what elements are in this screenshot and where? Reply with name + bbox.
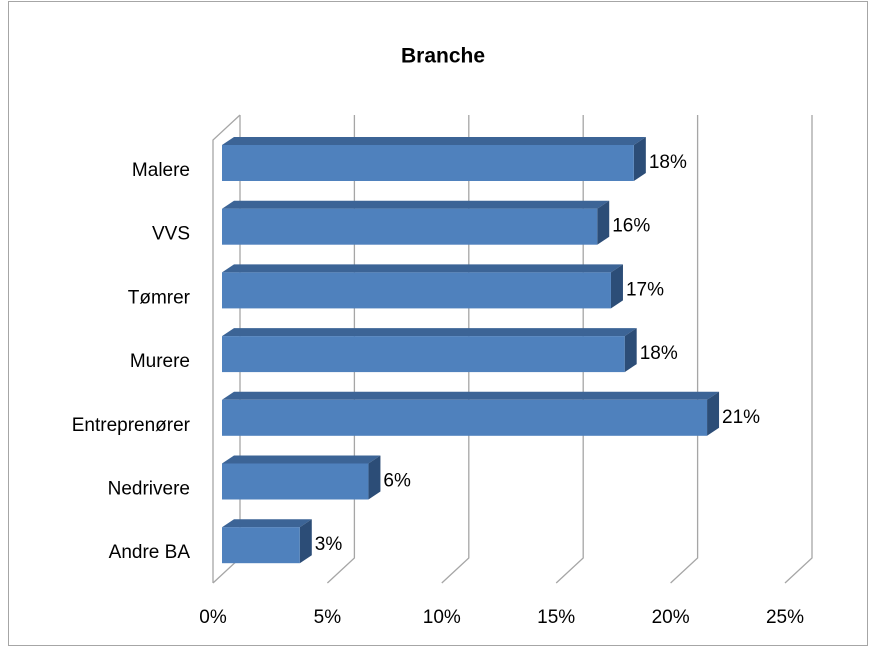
grid-line: [555, 115, 584, 584]
x-tick-label: 5%: [314, 607, 342, 628]
bar-top: [222, 328, 637, 337]
y-tick-label: Tømrer: [128, 287, 191, 308]
bar: [222, 336, 625, 373]
grid-line: [784, 115, 813, 584]
bar-top: [222, 264, 623, 273]
bar-top: [222, 455, 381, 464]
x-tick-label: 15%: [537, 607, 575, 628]
bar-top: [222, 391, 720, 400]
bar: [222, 463, 369, 500]
bar-side: [368, 455, 381, 500]
y-tick-label: Malere: [132, 160, 190, 181]
data-label: 17%: [626, 279, 664, 300]
bar: [222, 208, 598, 245]
data-label: 16%: [612, 216, 650, 237]
chart-title: Branche: [401, 45, 485, 68]
y-tick-label: Nedrivere: [108, 479, 190, 500]
y-tick-label: Entreprenører: [72, 415, 191, 436]
bar-side: [299, 519, 312, 564]
y-tick-label: VVS: [152, 224, 190, 245]
grid-line: [326, 115, 356, 584]
bar: [222, 527, 300, 564]
wall-edge: [212, 114, 241, 583]
data-label: 18%: [649, 152, 687, 173]
chart-frame: [8, 1, 868, 646]
bar-top: [222, 200, 610, 209]
bar-side: [633, 137, 646, 181]
bar-side: [624, 328, 637, 373]
bar-top: [222, 519, 312, 528]
bar: [222, 272, 611, 309]
x-tick-label: 0%: [199, 607, 227, 628]
grid-line: [670, 115, 699, 584]
data-label: 18%: [640, 343, 678, 364]
x-tick-label: 20%: [652, 607, 690, 628]
y-tick-label: Andre BA: [109, 542, 191, 563]
bar: [222, 145, 634, 181]
y-tick-label: Murere: [130, 351, 190, 372]
data-label: 21%: [722, 407, 760, 428]
data-label: 3%: [315, 534, 343, 555]
bar: [222, 399, 708, 436]
data-label: 6%: [383, 471, 411, 492]
grid-line: [441, 115, 470, 584]
bar-side: [707, 391, 720, 436]
bar-side: [610, 264, 623, 309]
bar-top: [222, 137, 646, 145]
x-tick-label: 25%: [766, 607, 804, 628]
bar-side: [597, 200, 610, 245]
x-tick-label: 10%: [423, 607, 461, 628]
